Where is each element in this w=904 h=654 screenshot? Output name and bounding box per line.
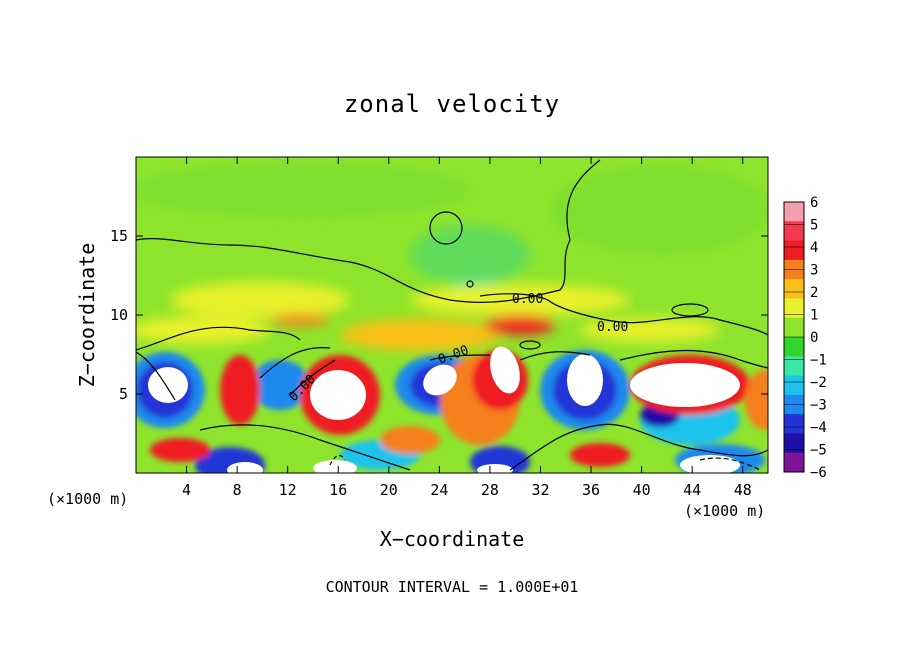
contour-label: 0.00 [512,292,543,307]
chart-title: zonal velocity [344,90,560,118]
colorbar-label: −6 [810,465,827,481]
colorbar: 6 5 4 3 2 1 0 −1 −2 −3 −4 −5 −6 [783,195,827,481]
colorbar-label: 2 [810,285,818,301]
colorbar-label: −5 [810,443,827,459]
x-tick-label: 36 [582,481,600,499]
x-tick-label: 28 [481,481,499,499]
y-axis-label: Z−coordinate [75,243,99,388]
y-axis: 5 10 15 [110,227,768,403]
y-tick-label: 5 [119,385,128,403]
colorbar-swatch [784,202,804,222]
x-tick-label: 32 [531,481,549,499]
colorbar-label: −4 [810,420,827,436]
x-tick-label: 8 [233,481,242,499]
colorbar-swatch [784,337,804,357]
colorbar-label: −3 [810,398,827,414]
x-tick-label: 4 [182,481,191,499]
y-tick-label: 15 [110,227,128,245]
colorbar-swatch [784,317,804,338]
colorbar-swatch [784,452,804,473]
colorbar-label: 5 [810,218,818,234]
colorbar-swatch [784,240,804,261]
colorbar-label: 1 [810,308,818,324]
colorbar-label: 6 [810,195,818,211]
colorbar-swatch [784,414,804,434]
x-tick-label: 12 [279,481,297,499]
colorbar-label: −1 [810,353,827,369]
x-tick-label: 48 [734,481,752,499]
colorbar-swatch [784,356,804,377]
x-scale-note-right: (×1000 m) [684,502,765,520]
colorbar-swatch [784,433,804,454]
contour-interval-note: CONTOUR INTERVAL = 1.000E+01 [326,578,579,596]
x-tick-label: 44 [683,481,701,499]
x-tick-label: 40 [633,481,651,499]
colorbar-swatch [784,375,804,396]
y-tick-label: 10 [110,306,128,324]
x-tick-label: 20 [380,481,398,499]
colorbar-label: −2 [810,375,827,391]
colorbar-swatch [784,298,804,319]
colorbar-label: 3 [810,263,818,279]
heatmap-field: 0.00 0.00 0.00 0.00 [136,157,768,473]
x-scale-note-left: (×1000 m) [47,490,128,508]
colorbar-swatch [784,221,804,242]
x-axis: 4 8 12 16 20 24 28 32 36 40 44 48 [182,157,752,499]
colorbar-swatch [784,279,804,299]
colorbar-label: 4 [810,240,818,256]
x-tick-label: 24 [430,481,448,499]
colorbar-label: 0 [810,330,818,346]
contour-label: 0.00 [597,320,628,335]
x-tick-label: 16 [329,481,347,499]
x-axis-label: X−coordinate [380,527,525,551]
